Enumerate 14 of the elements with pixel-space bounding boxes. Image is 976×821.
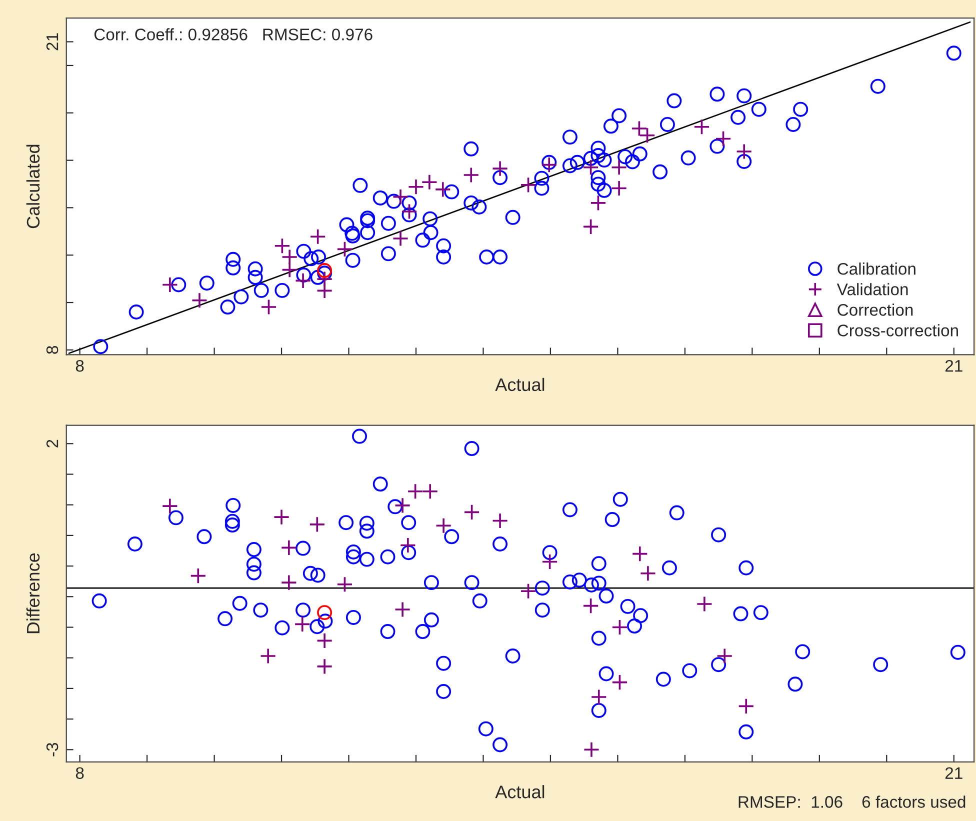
x-axis-title: Actual	[495, 785, 544, 798]
legend-label: Validation	[836, 283, 908, 296]
legend-label: Cross-correction	[838, 324, 958, 336]
x-axis-title: Actual	[495, 378, 544, 392]
legend-label: Correction	[838, 304, 913, 316]
y-axis-title: Difference	[26, 553, 40, 634]
text: RMSEP: 1.06 6 factors used	[738, 796, 966, 808]
y-tick-label: 8	[46, 346, 58, 354]
y-tick-label: 2	[46, 440, 58, 448]
y-tick-label: -3	[46, 742, 58, 756]
y-tick-label: 21	[46, 33, 58, 50]
y-axis-title: Calculated	[26, 144, 40, 228]
annotation: Corr. Coeff.: 0.92856 RMSEC: 0.976	[94, 28, 372, 40]
legend-label: Calibration	[838, 262, 916, 275]
